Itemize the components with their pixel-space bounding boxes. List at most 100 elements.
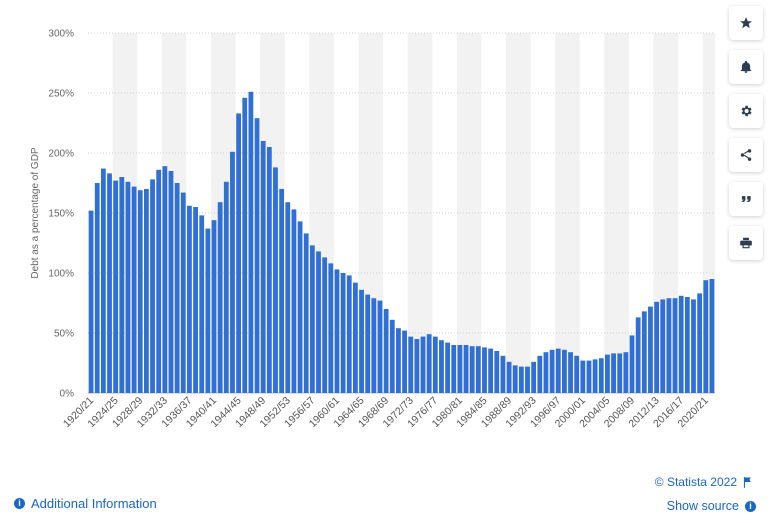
bar[interactable]: [531, 361, 537, 393]
bar[interactable]: [144, 189, 149, 393]
bar[interactable]: [168, 171, 174, 393]
bar[interactable]: [635, 317, 641, 393]
bar[interactable]: [506, 361, 512, 393]
bar[interactable]: [426, 334, 432, 393]
bar[interactable]: [555, 348, 561, 393]
bar[interactable]: [377, 300, 383, 393]
bar[interactable]: [439, 340, 444, 393]
notification-button[interactable]: [729, 50, 763, 84]
bar[interactable]: [371, 298, 377, 393]
bar[interactable]: [475, 346, 481, 393]
bar[interactable]: [242, 97, 248, 394]
bar[interactable]: [303, 233, 309, 393]
bar[interactable]: [402, 330, 407, 393]
bar[interactable]: [672, 298, 678, 393]
bar[interactable]: [469, 346, 475, 393]
bar[interactable]: [518, 366, 524, 393]
bar[interactable]: [248, 91, 254, 394]
bar[interactable]: [119, 177, 125, 393]
show-source-link[interactable]: Show source i: [667, 499, 756, 513]
statista-credit[interactable]: © Statista 2022: [655, 475, 752, 489]
bar[interactable]: [611, 353, 616, 393]
print-button[interactable]: [729, 226, 763, 260]
bar[interactable]: [131, 186, 137, 393]
bar[interactable]: [285, 202, 291, 393]
bar[interactable]: [150, 179, 155, 393]
bar[interactable]: [420, 336, 426, 393]
bar[interactable]: [648, 306, 653, 393]
credit-text[interactable]: © Statista 2022: [654, 475, 737, 489]
bar[interactable]: [623, 352, 629, 393]
bar[interactable]: [445, 342, 450, 393]
bar[interactable]: [592, 359, 598, 393]
bar[interactable]: [654, 301, 659, 393]
bar[interactable]: [697, 293, 703, 393]
bar[interactable]: [279, 189, 285, 393]
bar[interactable]: [193, 207, 198, 393]
bar[interactable]: [684, 297, 690, 393]
bar[interactable]: [316, 251, 321, 393]
bar[interactable]: [107, 173, 112, 393]
bar[interactable]: [137, 190, 143, 393]
bar[interactable]: [223, 181, 229, 393]
bar[interactable]: [359, 289, 364, 393]
bar[interactable]: [340, 273, 346, 393]
bar[interactable]: [574, 355, 580, 393]
bar[interactable]: [451, 345, 457, 393]
bar[interactable]: [580, 360, 586, 393]
bar[interactable]: [254, 118, 260, 393]
bar[interactable]: [494, 351, 500, 393]
bar[interactable]: [266, 147, 272, 393]
bar[interactable]: [211, 220, 217, 393]
bar[interactable]: [537, 355, 543, 393]
bar[interactable]: [217, 202, 223, 393]
cite-button[interactable]: [729, 182, 763, 216]
bar[interactable]: [408, 336, 414, 393]
bar[interactable]: [396, 328, 401, 393]
flag-icon[interactable]: [743, 476, 752, 488]
bar[interactable]: [463, 345, 469, 393]
bar[interactable]: [389, 319, 395, 393]
additional-information-label[interactable]: Additional Information: [31, 496, 157, 511]
bar[interactable]: [353, 282, 358, 393]
bar[interactable]: [365, 294, 371, 393]
bar[interactable]: [273, 167, 278, 393]
bar[interactable]: [543, 352, 549, 393]
bar[interactable]: [297, 221, 303, 393]
bar[interactable]: [174, 183, 180, 393]
bar[interactable]: [346, 275, 352, 393]
bar[interactable]: [598, 358, 604, 393]
bar[interactable]: [260, 141, 266, 393]
bar[interactable]: [617, 353, 623, 393]
bar[interactable]: [457, 345, 463, 393]
share-button[interactable]: [729, 138, 763, 172]
bar[interactable]: [703, 280, 709, 393]
bar[interactable]: [709, 279, 715, 393]
bar[interactable]: [187, 205, 192, 393]
bar[interactable]: [660, 299, 666, 393]
bar[interactable]: [383, 309, 389, 393]
bar[interactable]: [512, 365, 518, 393]
bar[interactable]: [586, 360, 592, 393]
bar[interactable]: [236, 113, 241, 394]
bar[interactable]: [482, 347, 487, 393]
bar[interactable]: [500, 355, 506, 393]
bar[interactable]: [488, 348, 494, 393]
bar[interactable]: [309, 245, 315, 393]
settings-button[interactable]: [729, 94, 763, 128]
bar[interactable]: [100, 168, 106, 393]
bar[interactable]: [691, 299, 696, 393]
bar[interactable]: [666, 298, 672, 393]
bar[interactable]: [199, 215, 205, 393]
bar[interactable]: [205, 228, 211, 393]
additional-information-link[interactable]: i Additional Information: [14, 496, 157, 511]
favorite-button[interactable]: [729, 6, 763, 40]
bar[interactable]: [113, 180, 119, 393]
show-source-label[interactable]: Show source: [666, 499, 739, 513]
bar[interactable]: [525, 366, 530, 393]
bar[interactable]: [322, 257, 328, 393]
bar[interactable]: [94, 183, 100, 393]
bar[interactable]: [334, 269, 340, 393]
bar[interactable]: [162, 166, 168, 393]
bar[interactable]: [291, 209, 297, 393]
